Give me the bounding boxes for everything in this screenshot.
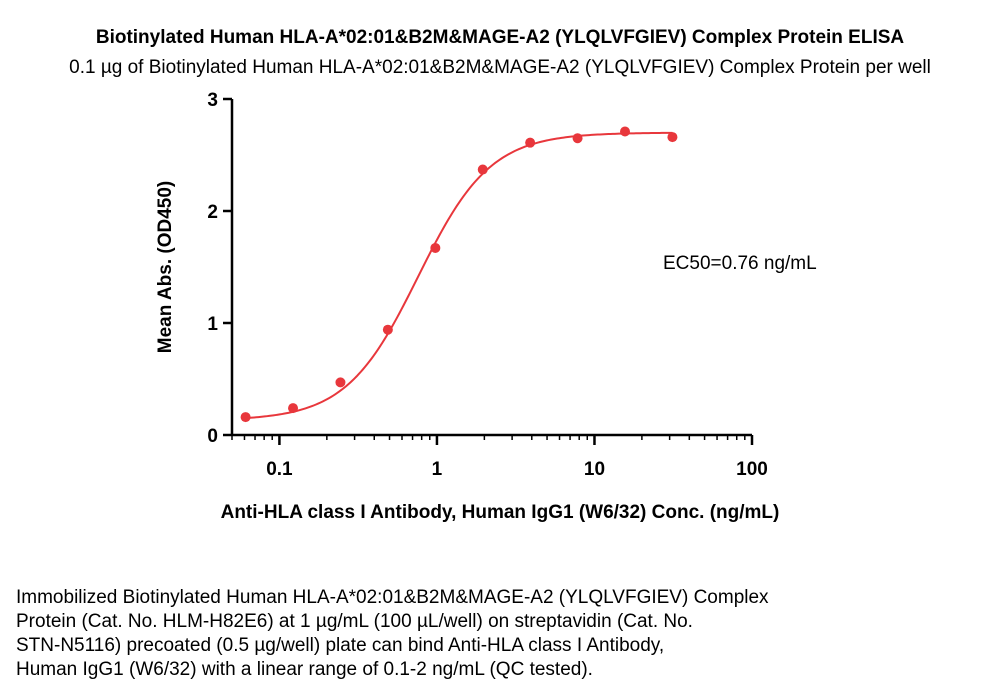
caption-line: STN-N5116) precoated (0.5 µg/well) plate…	[16, 635, 665, 656]
elisa-chart: 0 1 2 3 0.1 1 10 100 Mean Abs. (OD450) Anti-HLA…	[155, 90, 817, 523]
caption-line: Protein (Cat. No. HLM-H82E6) at 1 µg/mL …	[16, 611, 693, 632]
data-point	[335, 377, 346, 388]
data-point	[525, 137, 536, 148]
ec50-annotation: EC50=0.76 ng/mL	[663, 253, 817, 274]
y-tick-label: 2	[207, 202, 218, 223]
figure-caption: Immobilized Biotinylated Human HLA-A*02:…	[16, 586, 916, 682]
data-point	[288, 403, 299, 414]
x-tick-label: 10	[584, 459, 605, 480]
data-point	[382, 324, 393, 335]
y-axis-label: Mean Abs. (OD450)	[155, 181, 176, 353]
x-tick-label: 0.1	[266, 459, 293, 480]
data-point	[620, 126, 631, 137]
data-point	[240, 412, 251, 423]
chart-subtitle: 0.1 µg of Biotinylated Human HLA-A*02:01…	[69, 57, 931, 78]
chart-title: Biotinylated Human HLA-A*02:01&B2M&MAGE-…	[95, 27, 905, 48]
data-point	[477, 164, 488, 175]
axes: 0 1 2 3 0.1 1 10 100	[207, 90, 767, 480]
data-point	[667, 132, 678, 143]
y-tick-label: 1	[207, 314, 218, 335]
data-points-layer	[240, 126, 678, 423]
caption-line: Human IgG1 (W6/32) with a linear range o…	[16, 659, 593, 680]
x-axis-label: Anti-HLA class I Antibody, Human IgG1 (W…	[221, 502, 780, 523]
x-tick-label: 100	[736, 459, 768, 480]
data-point	[572, 133, 583, 144]
caption-line: Immobilized Biotinylated Human HLA-A*02:…	[16, 587, 769, 608]
y-tick-label: 0	[207, 426, 218, 447]
fit-curve	[245, 131, 673, 420]
x-tick-label: 1	[432, 459, 443, 480]
y-tick-label: 3	[207, 90, 218, 111]
fit-curve-layer	[245, 131, 673, 420]
data-point	[430, 242, 441, 253]
